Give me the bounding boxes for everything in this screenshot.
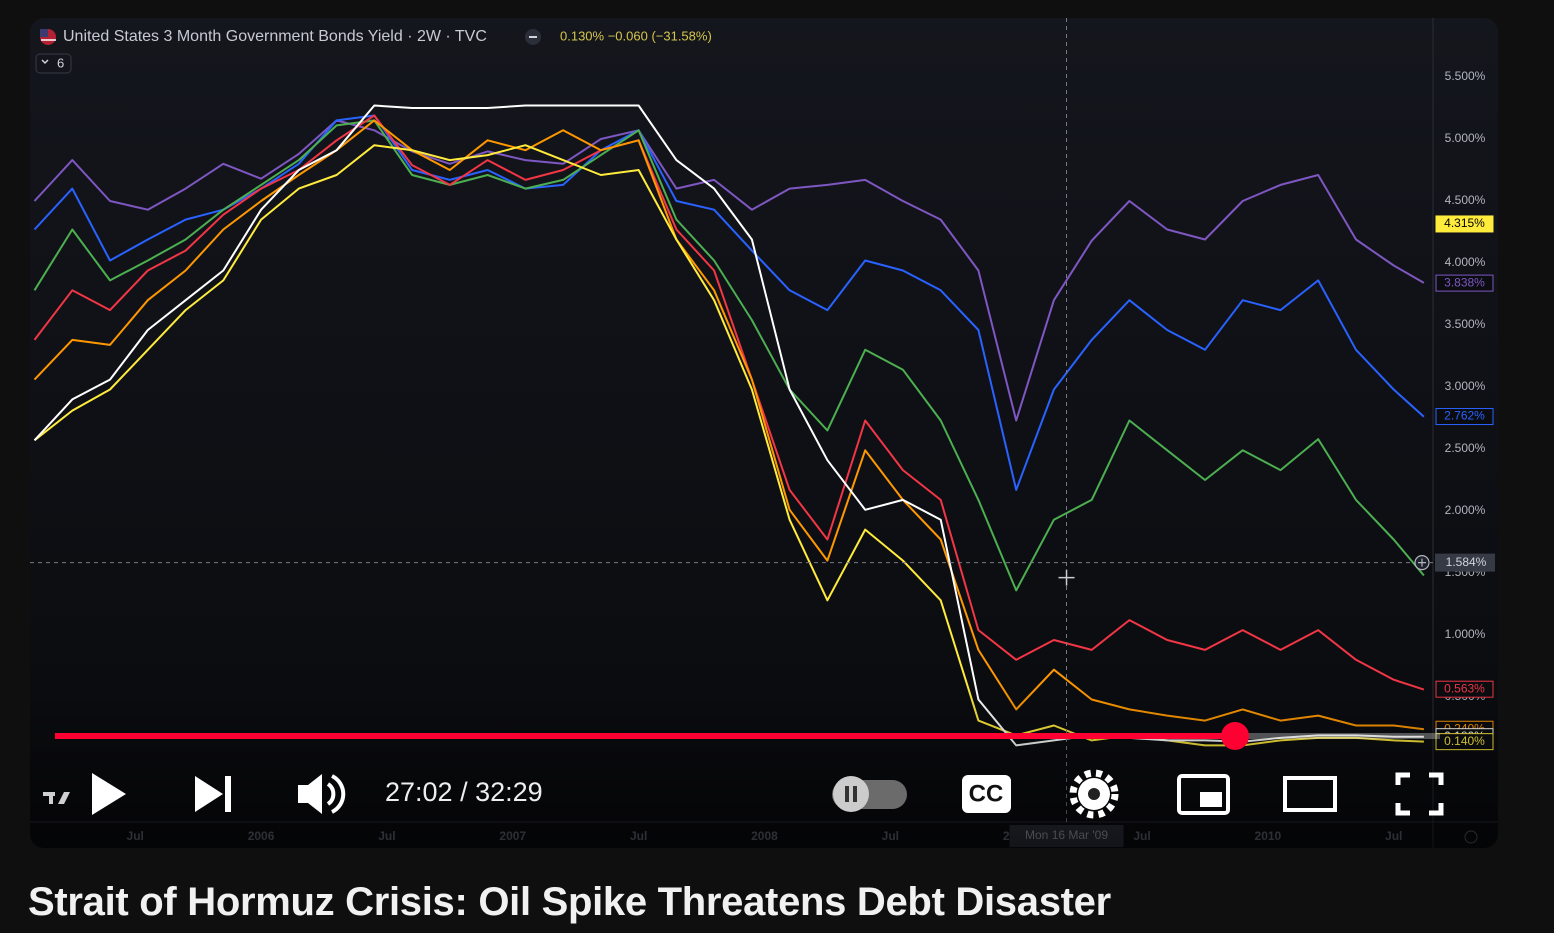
autoplay-knob [833, 776, 869, 812]
price-tag: 2.762% [1444, 409, 1485, 423]
crosshair-price-box [1435, 553, 1495, 572]
y-tick-label: 3.500% [1445, 317, 1486, 331]
video-frame: 0.500%1.000%1.500%2.000%2.500%3.000%3.50… [30, 18, 1498, 848]
y-tick-label: 2.500% [1445, 441, 1486, 455]
settings-button[interactable] [1069, 769, 1119, 819]
series-line [33, 119, 1425, 592]
video-player: 0.500%1.000%1.500%2.000%2.500%3.000%3.50… [30, 18, 1498, 848]
cc-label: CC [969, 780, 1004, 807]
next-button[interactable] [195, 776, 223, 812]
series-line [33, 114, 1425, 691]
y-tick-label: 5.000% [1445, 131, 1486, 145]
volume-waves [326, 774, 346, 814]
y-tick-label: 4.500% [1445, 193, 1486, 207]
compare-count: 6 [57, 55, 64, 70]
crosshair-cursor [1058, 569, 1075, 586]
y-tick-label: 2.000% [1445, 503, 1486, 517]
next-button [225, 776, 231, 812]
price-tag-box [1435, 408, 1494, 426]
theater-button[interactable] [1283, 776, 1337, 812]
pause-glyph [853, 786, 857, 802]
play-button[interactable] [92, 773, 126, 815]
chevron-icon [41, 59, 49, 65]
cc-button[interactable] [962, 775, 1011, 813]
fullscreen-button[interactable] [1395, 772, 1444, 816]
price-tag: 4.315% [1444, 216, 1485, 230]
video-title: Strait of Hormuz Crisis: Oil Spike Threa… [28, 880, 1111, 924]
price-tag-box [1435, 215, 1494, 233]
quote: 0.130% −0.060 (−31.58%) [560, 28, 712, 43]
pause-glyph [845, 786, 849, 802]
progress-scrubber [1221, 722, 1250, 750]
flag-icon [40, 29, 48, 37]
symbol-title: United States 3 Month Government Bonds Y… [63, 28, 487, 45]
compare-toggle[interactable] [35, 53, 72, 74]
series-line [33, 119, 1425, 422]
controls-shade [30, 680, 1498, 848]
progress-played [55, 733, 1236, 739]
y-tick-label: 3.000% [1445, 379, 1486, 393]
miniplayer-button[interactable] [1177, 774, 1230, 815]
price-tag: 3.838% [1444, 275, 1485, 289]
y-tick-label: 4.000% [1445, 255, 1486, 269]
gear-hole [1088, 788, 1100, 800]
crosshair-price: 1.584% [1446, 555, 1487, 569]
volume-button[interactable] [298, 774, 322, 814]
add-alert-icon [1418, 558, 1426, 567]
y-tick-label: 5.500% [1445, 69, 1486, 83]
progress-bar[interactable] [55, 722, 1440, 750]
miniplayer-icon [1200, 792, 1222, 807]
time-display: 27:02 / 32:29 [385, 777, 543, 807]
tradingview-logo [43, 792, 70, 804]
price-tag-box [1435, 274, 1494, 292]
gear-teeth [1069, 769, 1119, 819]
y-tick-label: 1.000% [1445, 627, 1486, 641]
